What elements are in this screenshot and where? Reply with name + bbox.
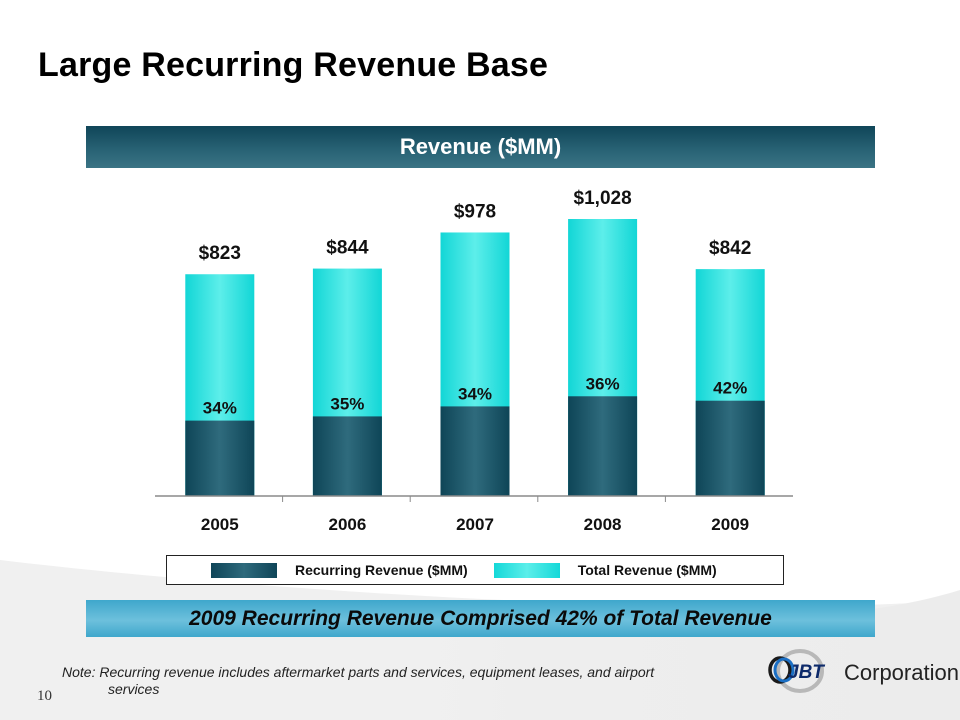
total-value-label-2005: $823 [199,243,241,264]
total-value-label-2007: $978 [454,201,496,222]
jbt-logo-icon: JBT [768,649,825,693]
chart-header: Revenue ($MM) [86,126,875,168]
callout-banner: 2009 Recurring Revenue Comprised 42% of … [86,600,875,637]
x-tick-label-2009: 2009 [711,515,749,534]
page-number: 10 [37,688,52,704]
bar-recurring-2008 [568,396,638,496]
x-tick-label-2005: 2005 [201,515,239,534]
x-tick-label-2008: 2008 [584,515,622,534]
percent-label-2008: 36% [586,374,620,393]
x-tick-label-2007: 2007 [456,515,494,534]
x-axis-ticks [282,496,666,502]
footnote-prefix: Note: [62,664,96,680]
legend-swatch-recurring [211,562,277,578]
jbt-logo-text: Corporation [844,660,959,685]
legend-label-total: Total Revenue ($MM) [577,562,717,578]
bars-group [185,219,765,496]
footnote-line-2: services [108,681,160,697]
total-value-label-2006: $844 [326,238,369,259]
x-tick-label-2006: 2006 [328,515,366,534]
percent-label-2007: 34% [458,384,492,403]
labels-group: $823 34% 2005 $844 35% 2006 $978 34% 2007 $1,028 3… [199,188,752,534]
bar-recurring-2009 [695,400,765,496]
jbt-logo: JBT Corporation [766,648,959,698]
total-value-label-2009: $842 [709,238,751,259]
percent-label-2009: 42% [713,379,747,398]
jbt-logo-mark: JBT [788,662,825,683]
percent-label-2006: 35% [330,394,364,413]
total-value-label-2008: $1,028 [574,188,632,209]
footnote: Note: Recurring revenue includes afterma… [62,664,752,698]
bar-recurring-2007 [440,406,510,496]
percent-label-2005: 34% [203,399,237,418]
slide-title: Large Recurring Revenue Base [38,46,549,84]
chart-legend: Recurring Revenue ($MM) Total Revenue ($… [166,555,784,585]
bar-recurring-2005 [185,420,255,496]
legend-swatch-total [493,562,560,578]
bar-recurring-2006 [312,416,382,496]
legend-label-recurring: Recurring Revenue ($MM) [295,562,468,578]
footnote-line-1: Recurring revenue includes aftermarket p… [99,664,655,680]
